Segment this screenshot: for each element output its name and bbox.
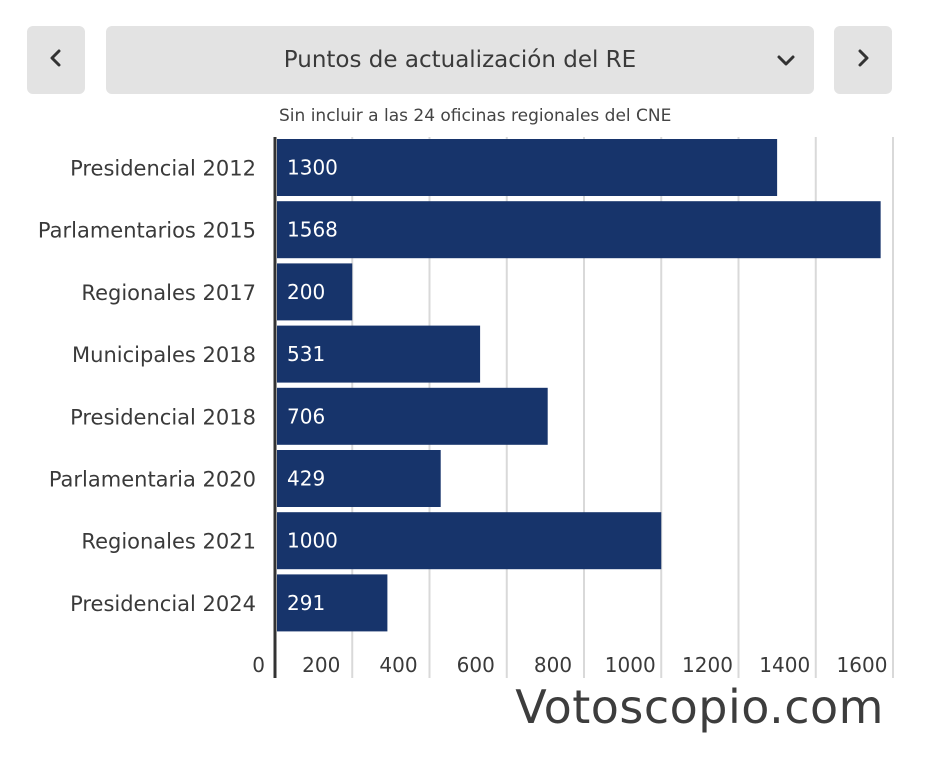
x-tick-label-200: 200 [302, 653, 340, 677]
category-label-4: Presidencial 2018 [70, 405, 256, 429]
category-label-3: Municipales 2018 [72, 343, 256, 367]
category-label-5: Parlamentaria 2020 [49, 468, 256, 492]
bar-6 [277, 512, 662, 570]
chart-selector-dropdown[interactable]: Puntos de actualización del RE [106, 26, 814, 94]
selector-label: Puntos de actualización del RE [283, 47, 637, 73]
x-tick-label-1600: 1600 [837, 653, 888, 677]
watermark-logo: Votoscopio.com [515, 680, 884, 734]
x-tick-label-1000: 1000 [605, 653, 656, 677]
category-label-1: Parlamentarios 2015 [38, 219, 256, 243]
bar-3 [277, 325, 481, 383]
previous-chart-button[interactable] [27, 26, 85, 94]
category-label-2: Regionales 2017 [81, 281, 256, 305]
category-label-6: Regionales 2021 [81, 530, 256, 554]
bar-value-label-7: 291 [287, 591, 325, 615]
chart-subtitle: Sin incluir a las 24 oficinas regionales… [279, 106, 672, 126]
x-tick-label-600: 600 [457, 653, 495, 677]
bar-value-label-0: 1300 [287, 156, 338, 180]
category-label-7: Presidencial 2024 [70, 592, 256, 616]
bar-7 [277, 574, 388, 632]
x-tick-label-0: 0 [252, 653, 265, 677]
x-tick-label-800: 800 [534, 653, 572, 677]
next-chart-button[interactable] [834, 26, 892, 94]
bar-4 [277, 387, 548, 445]
bar-value-label-3: 531 [287, 342, 325, 366]
bar-value-label-6: 1000 [287, 529, 338, 553]
bar-value-label-5: 429 [287, 467, 325, 491]
x-tick-label-400: 400 [379, 653, 417, 677]
bar-0 [277, 139, 778, 196]
chevron-down-icon [776, 50, 796, 74]
x-tick-label-1200: 1200 [682, 653, 733, 677]
chevron-left-icon [48, 49, 64, 71]
bar-value-label-4: 706 [287, 404, 325, 428]
bar-2 [277, 263, 353, 321]
bar-value-label-1: 1568 [287, 218, 338, 242]
bar-value-label-2: 200 [287, 280, 325, 304]
category-label-0: Presidencial 2012 [70, 157, 256, 181]
chevron-right-icon [855, 49, 871, 71]
bar-5 [277, 450, 441, 507]
x-tick-label-1400: 1400 [759, 653, 810, 677]
bar-1 [277, 201, 881, 259]
